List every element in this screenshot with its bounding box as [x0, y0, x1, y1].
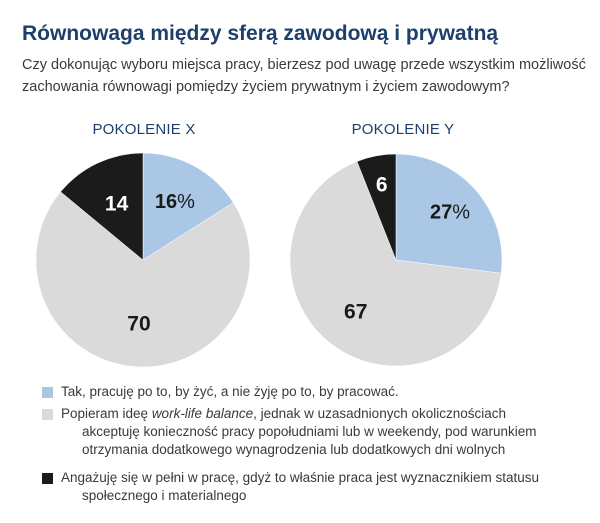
legend-line: Tak, pracuję po to, by żyć, a nie żyję p… — [61, 384, 399, 399]
legend-text: Angażuję się w pełni w pracę, gdyż to wł… — [61, 469, 582, 505]
survey-question-line-2: zachowania równowagi pomiędzy życiem pry… — [22, 79, 510, 95]
legend-text: Tak, pracuję po to, by żyć, a nie żyję p… — [61, 383, 582, 401]
legend-item-tak: Tak, pracuję po to, by żyć, a nie żyję p… — [42, 383, 582, 401]
pie-charts: 16% 70 14 27% 67 6 — [35, 152, 503, 368]
pie-data-label: 70 — [127, 313, 150, 336]
pie-0: 16% 70 14 — [35, 152, 251, 368]
survey-question-line-1: Czy dokonując wyboru miejsca pracy, bier… — [22, 57, 586, 73]
legend-swatch-light-gray — [42, 409, 53, 420]
legend-swatch-black — [42, 473, 53, 484]
pie-data-label: 27% — [430, 201, 470, 223]
pie-slice — [142, 152, 234, 261]
pie-data-label: 6 — [376, 174, 388, 197]
pie-data-label: 14 — [105, 192, 129, 215]
pie-slice — [356, 153, 397, 261]
chart-title: Równowaga między sferą zawodową i prywat… — [22, 22, 499, 45]
pie-slice — [35, 191, 251, 368]
legend-italic-phrase: work-life balance — [151, 406, 254, 421]
pie-slice — [60, 152, 144, 261]
legend-line: otrzymania dodatkowego wynagrodzenia lub… — [82, 442, 506, 457]
legend-text: Popieram ideę work-life balance, jednak … — [61, 405, 582, 459]
legend-line: Angażuję się w pełni w pracę, gdyż to wł… — [61, 470, 539, 485]
pie-data-label: 67 — [344, 300, 367, 323]
legend-line: akceptuję konieczność pracy popołudniami… — [82, 424, 537, 439]
pie-data-label: 16% — [155, 191, 195, 213]
pie-title-pokolenie-x: POKOLENIE X — [92, 121, 196, 138]
legend-item-angazuje-sie: Angażuję się w pełni w pracę, gdyż to wł… — [42, 469, 582, 505]
pie-slice — [395, 153, 503, 274]
pie-title-pokolenie-y: POKOLENIE Y — [351, 121, 455, 138]
legend-line: Popieram ideę work-life balance, jednak … — [61, 406, 507, 421]
legend-line: społecznego i materialnego — [82, 488, 247, 503]
legend-item-work-life-balance: Popieram ideę work-life balance, jednak … — [42, 405, 582, 459]
legend-swatch-light-blue — [42, 387, 53, 398]
pie-1: 27% 67 6 — [289, 153, 503, 367]
pie-slice — [289, 161, 502, 367]
